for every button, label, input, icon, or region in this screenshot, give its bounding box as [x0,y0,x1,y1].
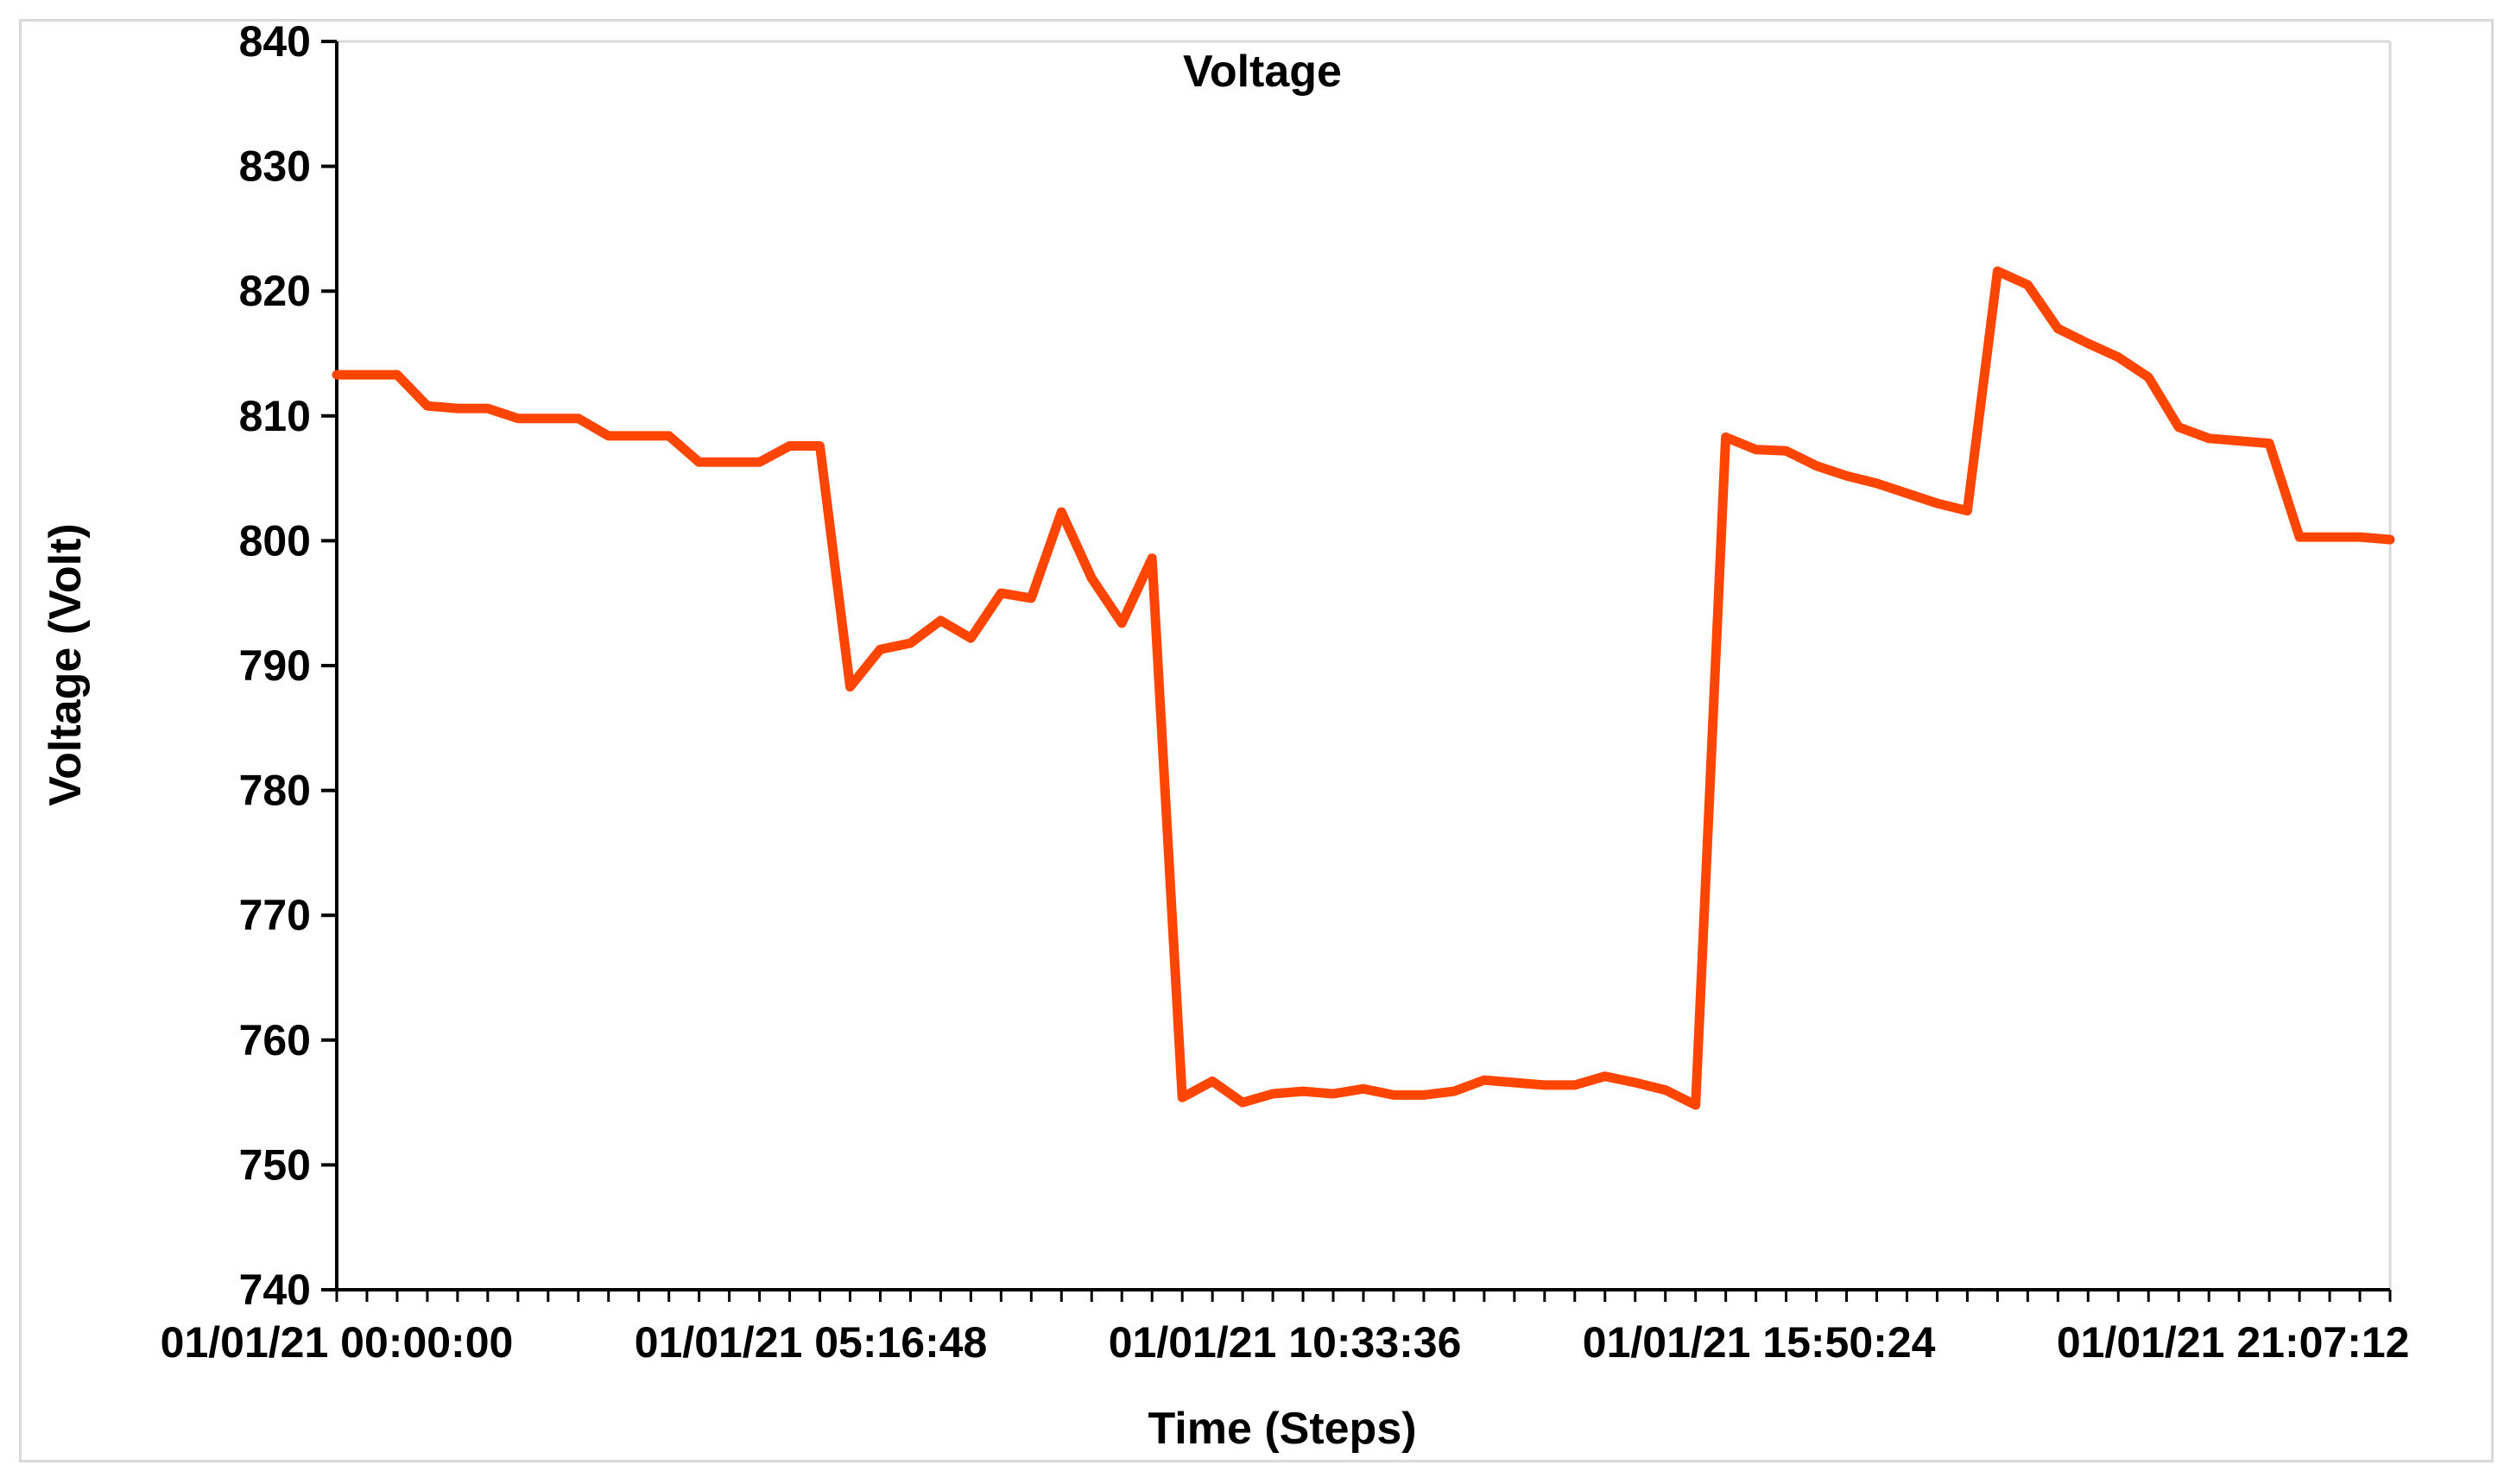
y-tick-label: 800 [239,516,311,565]
y-tick-label: 760 [239,1016,311,1064]
x-axis-title: Time (Steps) [1148,1404,1416,1454]
y-tick-label: 780 [239,767,311,815]
chart-title: Voltage [1183,47,1342,97]
y-tick-label: 790 [239,641,311,690]
y-tick-label: 740 [239,1266,311,1314]
x-tick-label: 01/01/21 05:16:48 [635,1318,988,1367]
y-tick-label: 820 [239,267,311,315]
x-tick-label: 01/01/21 00:00:00 [161,1318,514,1367]
y-tick-label: 810 [239,392,311,440]
x-tick-label: 01/01/21 15:50:24 [1583,1318,1936,1367]
y-tick-label: 770 [239,891,311,939]
chart-frame [19,19,2494,1462]
y-tick-label: 750 [239,1140,311,1189]
series-line [332,266,2395,1110]
y-tick-label: 830 [239,142,311,191]
x-tick-label: 01/01/21 21:07:12 [2057,1318,2410,1367]
y-tick-label: 840 [239,17,311,66]
y-axis-title: Voltage (Volt) [41,523,91,805]
x-tick-label: 01/01/21 10:33:36 [1109,1318,1462,1367]
